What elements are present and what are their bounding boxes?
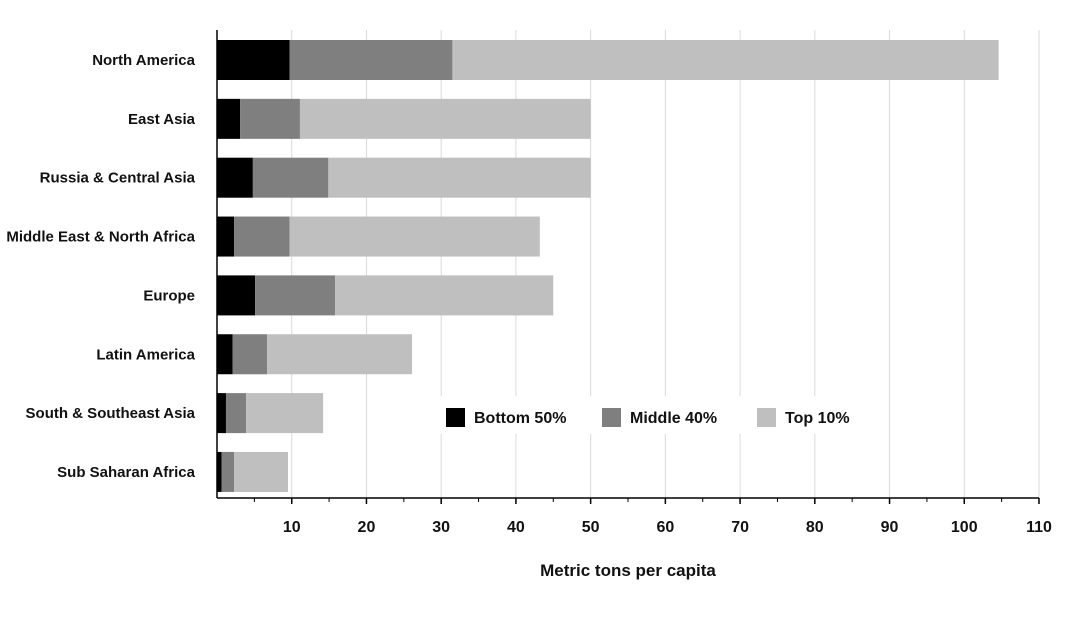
- bar-segment: [225, 393, 247, 434]
- x-tick-label: 110: [1026, 519, 1052, 536]
- legend-swatch: [757, 408, 776, 427]
- bar-segment: [299, 98, 591, 139]
- x-tick-label: 80: [806, 519, 824, 536]
- x-tick-label: 70: [731, 519, 749, 536]
- bar-segment: [255, 275, 336, 316]
- x-tick-label: 40: [507, 519, 525, 536]
- bar-segment: [328, 157, 591, 198]
- y-category-label: Middle East & North Africa: [6, 229, 195, 246]
- bar-segment: [452, 40, 999, 80]
- legend-label: Middle 40%: [630, 410, 717, 427]
- legend-label: Bottom 50%: [474, 410, 566, 427]
- bar-segment: [234, 216, 290, 257]
- bar-segment: [217, 334, 233, 375]
- bar-segment: [217, 451, 222, 492]
- y-category-label: Sub Saharan Africa: [57, 464, 195, 481]
- bar-segment: [289, 216, 540, 257]
- legend-background: [432, 396, 862, 434]
- x-tick-label: 30: [432, 519, 450, 536]
- bar-segment: [217, 157, 253, 198]
- x-tick-label: 10: [283, 519, 301, 536]
- legend-label: Top 10%: [785, 410, 850, 427]
- bar-segment: [289, 40, 453, 80]
- x-tick-label: 60: [656, 519, 674, 536]
- x-tick-label: 100: [951, 519, 978, 536]
- bar-segment: [267, 334, 413, 375]
- bar-segment: [217, 216, 235, 257]
- bar-segment: [221, 451, 235, 492]
- bar-segment: [217, 98, 241, 139]
- legend-swatch: [602, 408, 621, 427]
- y-category-label: Latin America: [96, 346, 195, 363]
- y-category-label: Russia & Central Asia: [40, 170, 196, 187]
- bar-segment: [217, 393, 226, 434]
- bar-segment: [240, 98, 300, 139]
- bar-segment: [335, 275, 554, 316]
- x-tick-label: 90: [881, 519, 899, 536]
- bar-segment: [246, 393, 324, 434]
- x-axis-title: Metric tons per capita: [540, 561, 716, 580]
- y-category-label: Europe: [143, 287, 195, 304]
- bar-segment: [234, 451, 288, 492]
- bar-segment: [232, 334, 268, 375]
- bar-segment: [217, 275, 256, 316]
- legend-swatch: [446, 408, 465, 427]
- bar-segment: [217, 40, 290, 80]
- bar-segment: [252, 157, 329, 198]
- y-category-label: East Asia: [128, 111, 196, 128]
- x-tick-label: 50: [582, 519, 600, 536]
- y-category-label: South & Southeast Asia: [26, 405, 196, 422]
- y-category-label: North America: [92, 52, 195, 69]
- x-tick-label: 20: [358, 519, 376, 536]
